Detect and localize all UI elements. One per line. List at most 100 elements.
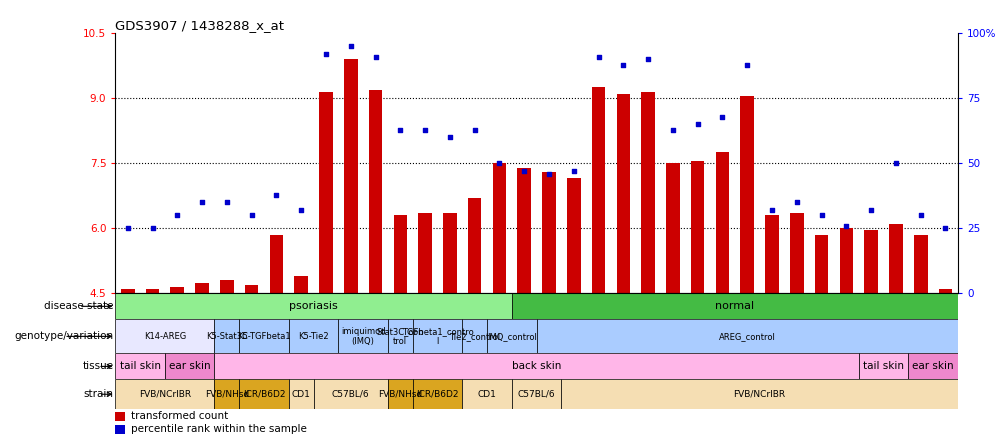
Text: ICR/B6D2: ICR/B6D2	[416, 390, 458, 399]
Bar	[616, 94, 629, 293]
Point	[764, 206, 780, 214]
Bar	[164, 353, 214, 379]
Bar	[115, 319, 214, 353]
Point	[689, 121, 705, 128]
Bar	[888, 224, 902, 293]
Point	[144, 225, 160, 232]
Bar	[511, 379, 561, 409]
Text: FVB/NCrIBR: FVB/NCrIBR	[138, 390, 190, 399]
Text: IMQ_control: IMQ_control	[486, 332, 536, 341]
Bar	[517, 168, 530, 293]
Point	[937, 225, 953, 232]
Point	[491, 160, 507, 167]
Bar	[591, 87, 605, 293]
Bar	[536, 319, 957, 353]
Text: C57BL/6: C57BL/6	[517, 390, 555, 399]
Text: TGFbeta1_contro
l: TGFbeta1_contro l	[401, 327, 473, 346]
Text: CD1: CD1	[477, 390, 496, 399]
Point	[218, 199, 234, 206]
Bar	[195, 282, 208, 293]
Bar	[462, 319, 487, 353]
Bar	[561, 379, 957, 409]
Point	[664, 126, 680, 133]
Text: disease state: disease state	[44, 301, 113, 311]
Bar	[640, 92, 654, 293]
Bar	[814, 235, 828, 293]
Point	[169, 212, 185, 219]
Bar	[369, 90, 382, 293]
Point	[269, 191, 285, 198]
Bar	[542, 172, 555, 293]
Text: K14-AREG: K14-AREG	[143, 332, 185, 341]
Bar	[344, 59, 357, 293]
Point	[887, 160, 903, 167]
Point	[293, 206, 309, 214]
Bar	[115, 412, 125, 421]
Bar	[566, 178, 580, 293]
Bar	[289, 319, 338, 353]
Text: tissue: tissue	[82, 361, 113, 371]
Bar	[319, 92, 333, 293]
Bar	[244, 285, 259, 293]
Text: percentile rank within the sample: percentile rank within the sample	[130, 424, 306, 434]
Bar	[219, 280, 233, 293]
Text: ear skin: ear skin	[912, 361, 953, 371]
Bar	[115, 353, 164, 379]
Bar	[864, 230, 877, 293]
Bar	[467, 198, 481, 293]
Point	[614, 61, 630, 68]
Bar	[338, 319, 388, 353]
Point	[912, 212, 928, 219]
Bar	[270, 235, 283, 293]
Bar	[790, 213, 803, 293]
Text: tail skin: tail skin	[862, 361, 903, 371]
Bar	[145, 289, 159, 293]
Text: normal: normal	[714, 301, 754, 311]
Bar	[765, 215, 779, 293]
Bar	[393, 215, 407, 293]
Text: genotype/variation: genotype/variation	[14, 331, 113, 341]
Point	[243, 212, 260, 219]
Point	[565, 167, 581, 174]
Bar	[115, 425, 125, 434]
Text: imiquimod
(IMQ): imiquimod (IMQ)	[341, 327, 385, 346]
Bar	[858, 353, 908, 379]
Point	[838, 222, 854, 229]
Bar	[839, 228, 853, 293]
Text: CD1: CD1	[292, 390, 311, 399]
Bar	[913, 235, 927, 293]
Text: K5-Tie2: K5-Tie2	[298, 332, 329, 341]
Text: Stat3C_con
trol: Stat3C_con trol	[376, 327, 424, 346]
Bar	[487, 319, 536, 353]
Point	[417, 126, 433, 133]
Bar	[214, 319, 239, 353]
Bar	[462, 379, 511, 409]
Bar	[170, 287, 184, 293]
Text: K5-TGFbeta1: K5-TGFbeta1	[237, 332, 291, 341]
Text: psoriasis: psoriasis	[289, 301, 338, 311]
Point	[590, 53, 606, 60]
Text: back skin: back skin	[511, 361, 561, 371]
Bar	[115, 293, 511, 319]
Point	[639, 56, 655, 63]
Bar	[412, 379, 462, 409]
Point	[119, 225, 135, 232]
Text: tail skin: tail skin	[119, 361, 160, 371]
Bar	[121, 289, 134, 293]
Text: FVB/NHsd: FVB/NHsd	[204, 390, 248, 399]
Text: GDS3907 / 1438288_x_at: GDS3907 / 1438288_x_at	[115, 19, 284, 32]
Point	[713, 113, 729, 120]
Bar	[115, 379, 214, 409]
Point	[540, 170, 556, 177]
Text: C57BL/6: C57BL/6	[332, 390, 369, 399]
Bar	[214, 353, 858, 379]
Point	[516, 167, 532, 174]
Text: K5-Stat3C: K5-Stat3C	[205, 332, 247, 341]
Bar	[239, 319, 289, 353]
Bar	[443, 213, 456, 293]
Text: ICR/B6D2: ICR/B6D2	[242, 390, 285, 399]
Text: ear skin: ear skin	[168, 361, 210, 371]
Point	[863, 206, 879, 214]
Point	[442, 134, 458, 141]
Point	[343, 43, 359, 50]
